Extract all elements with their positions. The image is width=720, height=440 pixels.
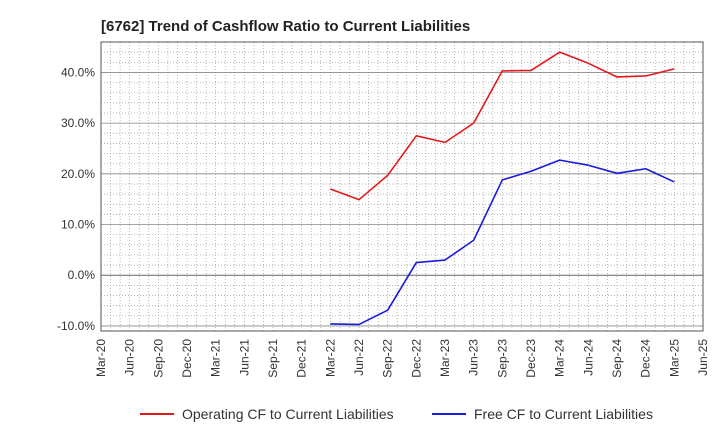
x-tick-label: Sep-21 <box>266 339 280 378</box>
x-tick-label: Jun-21 <box>237 339 251 376</box>
plot-frame <box>100 41 704 332</box>
series-line-1 <box>330 51 675 201</box>
x-tick-label: Jun-22 <box>352 339 366 376</box>
x-tick-label: Dec-22 <box>409 339 423 378</box>
x-tick-label: Jun-24 <box>581 339 595 376</box>
series-line-2 <box>330 159 675 326</box>
y-tick-label: 40.0% <box>61 65 95 79</box>
x-tick-label: Dec-21 <box>295 339 309 378</box>
x-tick-label: Jun-20 <box>123 339 137 376</box>
y-tick-label: 20.0% <box>61 167 95 181</box>
x-tick-label: Sep-20 <box>151 339 165 378</box>
x-tick-label: Jun-23 <box>467 339 481 376</box>
legend-label-2: Free CF to Current Liabilities <box>474 406 653 422</box>
x-tick-label: Mar-24 <box>553 339 567 377</box>
x-tick-label: Sep-23 <box>495 339 509 378</box>
x-tick-label: Mar-25 <box>667 339 681 377</box>
x-tick-label: Jun-25 <box>696 339 710 376</box>
legend: Operating CF to Current Liabilities Free … <box>140 406 653 422</box>
x-tick-label: Sep-24 <box>610 339 624 378</box>
series-layer <box>330 51 675 326</box>
x-tick-label: Mar-21 <box>209 339 223 377</box>
legend-label-1: Operating CF to Current Liabilities <box>182 406 394 422</box>
y-tick-label: 10.0% <box>61 218 95 232</box>
grid <box>100 42 704 331</box>
y-tick-label: -10.0% <box>57 319 95 333</box>
x-tick-label: Mar-23 <box>438 339 452 377</box>
y-tick-label: 0.0% <box>68 268 96 282</box>
x-tick-label: Dec-24 <box>639 339 653 378</box>
y-tick-label: 30.0% <box>61 116 95 130</box>
x-axis: Mar-20 Jun-20 Sep-20 Dec-20 Mar-21 Jun-21 Sep-… <box>94 339 710 378</box>
x-tick-label: Sep-22 <box>381 339 395 378</box>
y-axis: -10.0% 0.0% 10.0% 20.0% 30.0% 40.0% <box>57 65 95 333</box>
x-tick-label: Dec-23 <box>524 339 538 378</box>
chart-title: [6762] Trend of Cashflow Ratio to Curren… <box>101 18 470 35</box>
x-tick-label: Dec-20 <box>180 339 194 378</box>
x-tick-label: Mar-20 <box>94 339 108 377</box>
x-tick-label: Mar-22 <box>323 339 337 377</box>
